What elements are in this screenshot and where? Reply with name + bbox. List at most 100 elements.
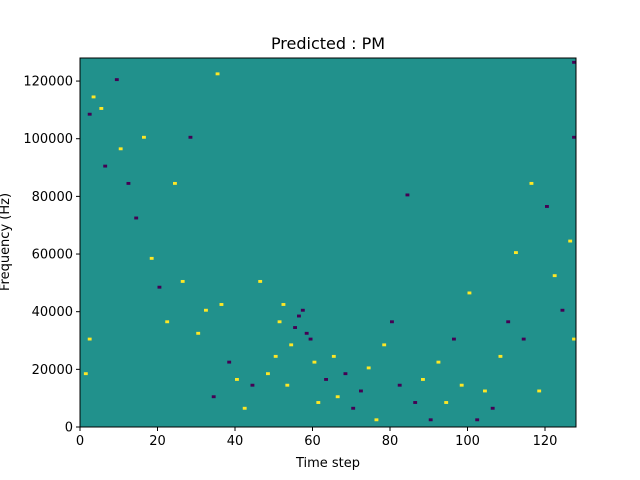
heatmap-cell <box>215 72 220 76</box>
y-tick-label: 20000 <box>32 363 73 378</box>
x-tick-label: 40 <box>227 434 244 449</box>
heatmap-cell <box>277 320 282 324</box>
heatmap-cell <box>529 181 534 185</box>
heatmap-cell <box>134 216 139 220</box>
heatmap-cell <box>413 401 418 404</box>
heatmap-cell <box>300 308 305 312</box>
heatmap-cell <box>421 377 425 381</box>
heatmap-cell <box>545 205 549 208</box>
heatmap-cell <box>428 418 433 422</box>
heatmap-cell <box>459 383 464 387</box>
heatmap-cell <box>83 372 88 376</box>
heatmap-cell <box>572 135 576 139</box>
heatmap-cell <box>297 314 301 318</box>
x-tick-label: 20 <box>149 434 166 449</box>
heatmap-cell <box>560 308 565 312</box>
heatmap-cell <box>514 251 518 255</box>
heatmap-cell <box>114 78 119 82</box>
heatmap-cell <box>165 320 170 324</box>
heatmap-cell <box>126 181 131 185</box>
y-tick-label: 100000 <box>23 132 73 147</box>
heatmap-cell <box>506 320 511 324</box>
heatmap-cell <box>316 401 321 404</box>
heatmap-cell <box>293 326 297 329</box>
heatmap-cell <box>552 274 557 278</box>
heatmap-cell <box>242 406 247 410</box>
heatmap-cell <box>335 395 340 399</box>
heatmap-cell <box>452 337 456 341</box>
heatmap-cell <box>219 303 224 306</box>
y-tick-label: 0 <box>65 421 73 436</box>
y-tick-label: 80000 <box>32 190 73 205</box>
heatmap-cell <box>390 320 394 324</box>
heatmap-cell <box>173 181 177 185</box>
heatmap-cell <box>382 343 387 347</box>
heatmap-cell <box>211 395 216 399</box>
heatmap-cell <box>490 406 495 410</box>
x-tick-label: 100 <box>455 434 480 449</box>
heatmap-cell <box>308 337 313 341</box>
heatmap-cell <box>436 360 441 364</box>
x-axis-ticks: 0 20 40 60 80 100 120 <box>76 427 558 449</box>
heatmap-cell <box>285 383 290 387</box>
heatmap-cell <box>467 291 472 295</box>
x-tick-label: 60 <box>304 434 321 449</box>
heatmap-cell <box>118 147 123 151</box>
heatmap-cell <box>99 107 104 110</box>
x-tick-label: 0 <box>76 434 84 449</box>
heatmap-cell <box>266 372 270 376</box>
heatmap-cell <box>572 60 576 64</box>
heatmap-cell <box>572 337 576 341</box>
heatmap-cell <box>483 389 487 393</box>
heatmap-cell <box>87 112 92 116</box>
chart-title: Predicted : PM <box>271 34 385 53</box>
y-axis-label: Frequency (Hz) <box>0 193 13 291</box>
heatmap-cell <box>475 418 480 422</box>
heatmap-cell <box>149 256 154 260</box>
heatmap-cell <box>157 285 162 289</box>
heatmap-cell <box>498 354 503 358</box>
y-tick-label: 40000 <box>32 305 73 320</box>
heatmap-cell <box>91 95 96 99</box>
plot-area <box>80 58 576 427</box>
heatmap-background <box>80 58 576 427</box>
heatmap-cell <box>273 354 278 358</box>
heatmap-cell <box>204 308 208 312</box>
heatmap-cells <box>83 60 576 422</box>
heatmap-cell <box>250 383 255 387</box>
y-tick-label: 60000 <box>32 248 73 263</box>
heatmap-cell <box>359 389 363 393</box>
heatmap-cell <box>196 331 201 335</box>
heatmap-cell <box>537 389 542 393</box>
y-axis-ticks: 0 20000 40000 60000 80000 100000 120000 <box>23 75 80 436</box>
heatmap-cell <box>331 354 336 358</box>
heatmap-cell <box>103 164 108 168</box>
heatmap-cell <box>180 279 185 283</box>
heatmap-cell <box>142 135 146 139</box>
heatmap-cell <box>304 331 309 335</box>
heatmap-cell <box>366 366 371 370</box>
heatmap-cell <box>258 279 263 283</box>
x-tick-label: 80 <box>382 434 399 449</box>
heatmap-cell <box>444 401 449 404</box>
heatmap-cell <box>324 377 328 381</box>
heatmap-cell <box>87 337 92 341</box>
heatmap-cell <box>188 135 193 139</box>
y-tick-label: 120000 <box>23 75 73 90</box>
heatmap-cell <box>235 377 239 381</box>
heatmap-cell <box>405 193 410 197</box>
heatmap-cell <box>374 418 379 422</box>
heatmap-cell <box>343 372 348 376</box>
heatmap-cell <box>312 360 317 364</box>
heatmap-cell <box>351 406 356 410</box>
heatmap-cell <box>568 239 573 243</box>
heatmap-cell <box>227 360 232 364</box>
x-tick-label: 120 <box>533 434 558 449</box>
heatmap-cell <box>289 343 294 347</box>
heatmap-cell <box>397 383 402 387</box>
heatmap-cell <box>521 337 526 341</box>
x-axis-label: Time step <box>295 456 360 471</box>
plot-frame <box>79 57 577 428</box>
heatmap-cell <box>281 303 286 306</box>
